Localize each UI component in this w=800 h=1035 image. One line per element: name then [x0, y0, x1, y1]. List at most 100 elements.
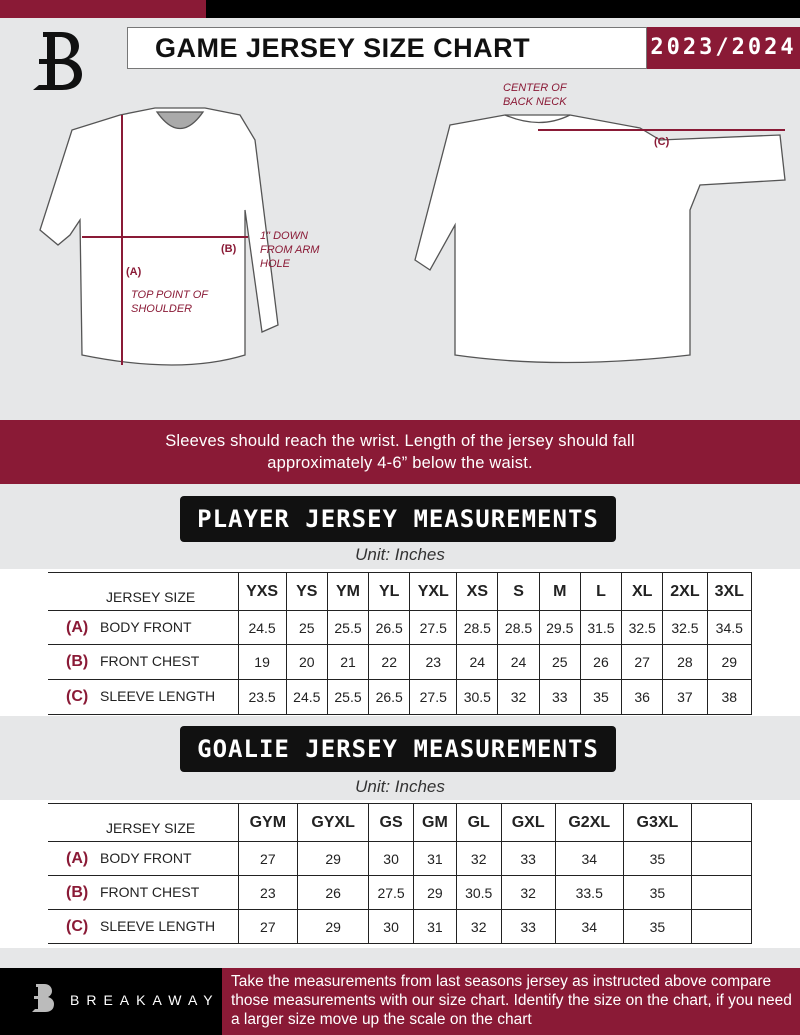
jersey-size-header: JERSEY SIZE	[48, 803, 239, 842]
measurement-cell: 29	[413, 875, 457, 910]
size-header-yl: YL	[368, 572, 411, 611]
row-label: (B) FRONT CHEST	[48, 875, 239, 910]
measurement-cell: 25	[285, 610, 328, 645]
goalie-section-title: GOALIE JERSEY MEASUREMENTS	[180, 726, 616, 772]
table-row: (C) SLEEVE LENGTH 27 29 30 31 32 33 34 35	[48, 909, 752, 944]
measurement-cell: 33	[500, 909, 556, 944]
row-label-text: BODY FRONT	[100, 618, 192, 635]
row-label-text: BODY FRONT	[100, 849, 192, 866]
size-header-xl: XL	[621, 572, 664, 611]
measurement-cell: 27.5	[409, 679, 458, 715]
measurement-cell: 26.5	[368, 679, 411, 715]
measurement-cell: 28.5	[497, 610, 540, 645]
size-header-3xl: 3XL	[706, 572, 753, 611]
size-header-ym: YM	[326, 572, 370, 611]
top-accent-bar	[0, 0, 206, 18]
player-section-title: PLAYER JERSEY MEASUREMENTS	[180, 496, 616, 542]
row-key: (C)	[66, 688, 89, 705]
arm-hole-note: 1" DOWN FROM ARM HOLE	[260, 230, 320, 270]
row-label: (C) SLEEVE LENGTH	[48, 909, 239, 944]
measurement-cell: 27	[237, 841, 299, 876]
player-table: JERSEY SIZE YXS YS YM YL YXL XS S M L XL 2XL 3XL (A) B…	[48, 572, 753, 715]
measurement-cell: 29	[297, 841, 370, 876]
size-header-xs: XS	[456, 572, 499, 611]
row-label-text: SLEEVE LENGTH	[100, 917, 216, 934]
goalie-table: JERSEY SIZE GYM GYXL GS GM GL GXL G2XL G3XL (A) BO…	[48, 803, 752, 944]
table-row: (B) FRONT CHEST 19 20 21 22 23 24 24 25 26 27 28 29	[48, 644, 753, 680]
footer-brand: BREAKAWAY	[0, 968, 222, 1035]
measurement-cell: 24.5	[285, 679, 328, 715]
size-header-m: M	[538, 572, 581, 611]
measurement-cell: 27	[237, 909, 299, 944]
measurement-cell: 27.5	[368, 875, 415, 910]
row-label-text: SLEEVE LENGTH	[100, 688, 216, 704]
row-label: (B) FRONT CHEST	[48, 644, 239, 680]
measurement-cell: 38	[706, 679, 753, 715]
size-header-row: JERSEY SIZE GYM GYXL GS GM GL GXL G2XL G3XL	[48, 803, 752, 842]
size-header-2xl: 2XL	[662, 572, 708, 611]
measurement-cell: 26	[579, 644, 623, 680]
measurement-cell: 32	[500, 875, 556, 910]
size-header-gl: GL	[455, 803, 502, 842]
measurement-cell: 35	[622, 841, 693, 876]
measurement-cell: 32.5	[621, 610, 664, 645]
measurement-cell: 30.5	[455, 875, 502, 910]
label-a: (A)	[126, 266, 142, 278]
measurement-cell: 22	[368, 644, 411, 680]
measurement-cell: 28	[662, 644, 708, 680]
table-row: (A) BODY FRONT 27 29 30 31 32 33 34 35	[48, 841, 752, 876]
measurement-cell: 35	[622, 909, 693, 944]
measurement-cell: 31	[413, 841, 457, 876]
size-header-l: L	[579, 572, 623, 611]
row-label-text: FRONT CHEST	[100, 883, 200, 900]
jersey-size-header: JERSEY SIZE	[48, 572, 239, 611]
size-header-yxl: YXL	[409, 572, 458, 611]
measurement-cell: 30	[368, 841, 415, 876]
measurement-cell: 23	[409, 644, 458, 680]
measurement-cell: 24	[456, 644, 499, 680]
measurement-cell: 34	[554, 841, 624, 876]
measurement-cell: 34	[554, 909, 624, 944]
row-key: (A)	[66, 849, 89, 867]
measurement-cell: 33	[500, 841, 556, 876]
size-header-yxs: YXS	[237, 572, 287, 611]
size-header-gyxl: GYXL	[297, 803, 370, 842]
shoulder-note: TOP POINT OF SHOULDER	[131, 289, 208, 315]
measurement-cell: 29	[297, 909, 370, 944]
label-b: (B)	[221, 243, 237, 255]
size-header-gm: GM	[413, 803, 457, 842]
table-row: (B) FRONT CHEST 23 26 27.5 29 30.5 32 33.5 35	[48, 875, 752, 910]
row-key: (A)	[66, 618, 89, 636]
size-header-ys: YS	[285, 572, 328, 611]
measurement-cell: 32	[455, 909, 502, 944]
breakaway-logo-icon	[33, 32, 82, 90]
measurement-cell: 26	[297, 875, 370, 910]
size-header-row: JERSEY SIZE YXS YS YM YL YXL XS S M L XL 2XL 3XL	[48, 572, 753, 611]
goalie-unit: Unit: Inches	[355, 777, 445, 796]
measurement-cell: 23.5	[237, 679, 287, 715]
label-c: (C)	[654, 136, 670, 148]
measurement-cell: 27.5	[409, 610, 458, 645]
measurement-cell: 28.5	[456, 610, 499, 645]
row-label: (A) BODY FRONT	[48, 610, 239, 645]
top-black-bar	[206, 0, 800, 18]
brand-name: BREAKAWAY	[70, 992, 220, 1008]
measurement-cell: 30	[368, 909, 415, 944]
measurement-cell: 25.5	[326, 610, 370, 645]
row-key: (B)	[66, 883, 89, 901]
measurement-cell: 21	[326, 644, 370, 680]
measurement-cell: 29	[706, 644, 753, 680]
empty-cell	[691, 841, 752, 876]
season-badge: 2023/2024	[647, 27, 800, 69]
measurement-cell: 19	[237, 644, 287, 680]
measurement-cell: 34.5	[706, 610, 753, 645]
measurement-cell: 26.5	[368, 610, 411, 645]
measurement-cell: 35	[579, 679, 623, 715]
footer-instructions: Take the measurements from last seasons …	[222, 968, 800, 1035]
table-row: (A) BODY FRONT 24.5 25 25.5 26.5 27.5 28.5 28.5 2…	[48, 610, 753, 645]
jersey-diagram	[39, 107, 786, 366]
measurement-cell: 20	[285, 644, 328, 680]
size-header-gym: GYM	[237, 803, 299, 842]
measurement-cell: 31	[413, 909, 457, 944]
size-header-gs: GS	[368, 803, 415, 842]
